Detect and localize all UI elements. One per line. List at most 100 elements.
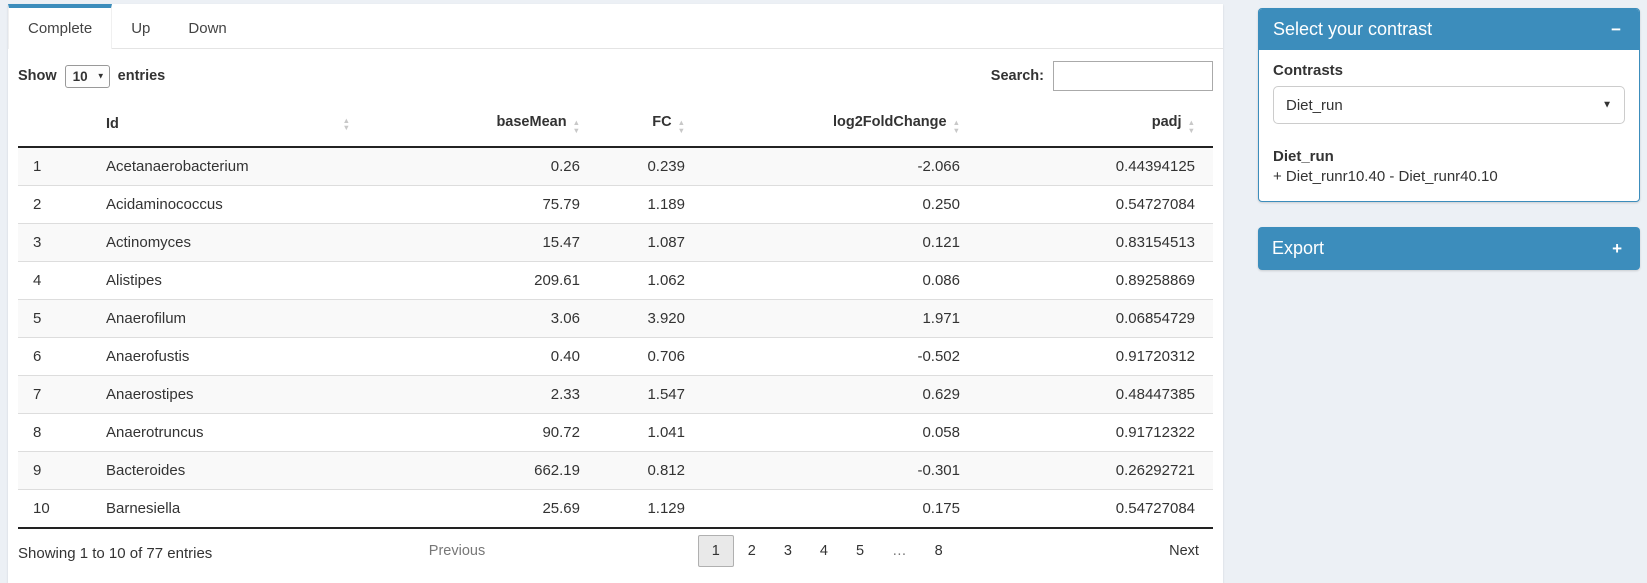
tab-up[interactable]: Up: [131, 20, 151, 37]
cell-row-index: 9: [33, 461, 42, 479]
table-row[interactable]: 10 Barnesiella 25.69 1.129 0.175 0.54727…: [18, 489, 1213, 528]
cell-log2foldchange: 0.121: [922, 233, 960, 251]
contrast-name: Diet_run: [1273, 148, 1334, 165]
expand-plus-icon[interactable]: +: [1612, 239, 1622, 258]
cell-row-index: 1: [33, 157, 42, 175]
pagination-next: Next: [1155, 536, 1213, 566]
table-row[interactable]: 8 Anaerotruncus 90.72 1.041 0.058 0.9171…: [18, 413, 1213, 451]
previous-page-button[interactable]: Previous: [428, 542, 486, 559]
sort-icon: ▲ ▼: [677, 118, 685, 135]
cell-fc: 3.920: [647, 309, 685, 327]
column-header-fc-label: FC: [652, 114, 672, 130]
table-row[interactable]: 7 Anaerostipes 2.33 1.547 0.629 0.484473…: [18, 375, 1213, 414]
table-row[interactable]: 3 Actinomyces 15.47 1.087 0.121 0.831545…: [18, 223, 1213, 262]
cell-padj: 0.44394125: [1115, 157, 1195, 175]
page-button[interactable]: 3: [783, 542, 792, 559]
cell-basemean: 3.06: [550, 309, 580, 327]
cell-padj: 0.26292721: [1115, 461, 1195, 479]
cell-row-index: 3: [33, 233, 42, 251]
cell-log2foldchange: 0.175: [922, 499, 960, 517]
column-header-id[interactable]: Id ▲ ▼: [98, 103, 408, 148]
entries-label: entries: [117, 68, 166, 84]
cell-log2foldchange: 0.086: [922, 271, 960, 289]
cell-fc: 1.547: [647, 385, 685, 403]
tab-down[interactable]: Down: [188, 20, 227, 37]
contrast-box: Select your contrast − Contrasts Diet_ru…: [1258, 8, 1640, 202]
cell-log2foldchange: 0.058: [922, 423, 960, 441]
sort-icon: ▲ ▼: [572, 118, 580, 135]
table-row[interactable]: 4 Alistipes 209.61 1.062 0.086 0.8925886…: [18, 261, 1213, 299]
right-sidebar: Select your contrast − Contrasts Diet_ru…: [1258, 8, 1640, 270]
cell-row-index: 7: [33, 385, 42, 403]
column-header-padj[interactable]: padj ▲ ▼: [978, 103, 1213, 148]
contrast-formula: + Diet_runr10.40 - Diet_runr40.10: [1273, 168, 1498, 185]
table-controls: Show 10 ▼ entries Search:: [18, 61, 1213, 91]
show-label: Show: [18, 68, 57, 84]
table-body: 1 Acetanaerobacterium 0.26 0.239 -2.066 …: [18, 146, 1213, 528]
column-header-id-label: Id: [106, 116, 119, 133]
page-button[interactable]: 5: [856, 542, 865, 559]
sort-icon: ▲ ▼: [952, 118, 960, 135]
cell-log2foldchange: 0.629: [922, 385, 960, 403]
tab-bar: Complete Up Down: [8, 4, 1223, 49]
page-button: …: [892, 542, 907, 559]
page-button[interactable]: 8: [934, 542, 943, 559]
cell-basemean: 90.72: [542, 423, 580, 441]
column-header-index: [18, 103, 98, 148]
export-box-header[interactable]: Export +: [1258, 227, 1640, 270]
cell-padj: 0.06854729: [1115, 309, 1195, 327]
cell-id: Acetanaerobacterium: [106, 157, 249, 175]
cell-padj: 0.89258869: [1115, 271, 1195, 289]
tab-complete[interactable]: Complete: [8, 4, 113, 49]
page-button[interactable]: 2: [747, 542, 756, 559]
cell-id: Anaerofustis: [106, 347, 190, 365]
column-header-log2foldchange[interactable]: log2FoldChange ▲ ▼: [703, 103, 978, 148]
entries-per-page-select-wrap: 10 ▼: [64, 64, 110, 88]
column-header-padj-label: padj: [1151, 114, 1182, 130]
cell-id: Anaerotruncus: [106, 423, 204, 441]
cell-basemean: 0.26: [550, 157, 580, 175]
collapse-minus-icon[interactable]: −: [1611, 20, 1621, 39]
table-row[interactable]: 6 Anaerofustis 0.40 0.706 -0.502 0.91720…: [18, 337, 1213, 375]
cell-row-index: 10: [33, 499, 50, 517]
contrast-select[interactable]: Diet_run: [1273, 86, 1625, 124]
table-row[interactable]: 1 Acetanaerobacterium 0.26 0.239 -2.066 …: [18, 146, 1213, 186]
cell-log2foldchange: -0.502: [917, 347, 960, 365]
cell-fc: 1.129: [647, 499, 685, 517]
contrasts-label: Contrasts: [1273, 62, 1344, 79]
cell-fc: 1.189: [647, 195, 685, 213]
sort-icon: ▲ ▼: [342, 115, 350, 133]
column-header-fc[interactable]: FC ▲ ▼: [598, 103, 703, 148]
tab-content-complete: Show 10 ▼ entries Search:: [8, 49, 1223, 583]
table-row[interactable]: 9 Bacteroides 662.19 0.812 -0.301 0.2629…: [18, 451, 1213, 490]
results-tab-panel: Complete Up Down Show 10 ▼ entries Searc…: [8, 4, 1223, 583]
contrast-box-header: Select your contrast −: [1259, 9, 1639, 50]
cell-id: Acidaminococcus: [106, 195, 223, 213]
cell-row-index: 6: [33, 347, 42, 365]
pagination-pages: 1 2 3 4 5 … 8: [697, 534, 957, 567]
cell-log2foldchange: 0.250: [922, 195, 960, 213]
search-input[interactable]: [1053, 61, 1213, 91]
pagination: Previous: [415, 536, 499, 566]
page-button[interactable]: 1: [697, 534, 734, 567]
cell-id: Anaerofilum: [106, 309, 187, 327]
column-header-basemean[interactable]: baseMean ▲ ▼: [408, 103, 598, 148]
cell-row-index: 8: [33, 423, 42, 441]
results-table: Id ▲ ▼ baseMean ▲ ▼ FC ▲ ▼ log2FoldChange ▲ ▼: [18, 103, 1213, 529]
entries-per-page-select[interactable]: 10: [64, 64, 110, 88]
cell-fc: 1.062: [647, 271, 685, 289]
cell-fc: 0.706: [647, 347, 685, 365]
cell-id: Barnesiella: [106, 499, 181, 517]
cell-log2foldchange: 1.971: [922, 309, 960, 327]
table-header-row: Id ▲ ▼ baseMean ▲ ▼ FC ▲ ▼ log2FoldChange ▲ ▼: [18, 103, 1213, 148]
table-row[interactable]: 5 Anaerofilum 3.06 3.920 1.971 0.0685472…: [18, 299, 1213, 338]
page-button[interactable]: 4: [819, 542, 828, 559]
cell-basemean: 75.79: [542, 195, 580, 213]
search-label: Search:: [990, 68, 1044, 84]
next-page-button[interactable]: Next: [1169, 542, 1199, 559]
cell-basemean: 0.40: [550, 347, 580, 365]
column-header-basemean-label: baseMean: [496, 114, 567, 130]
cell-fc: 1.087: [647, 233, 685, 251]
table-row[interactable]: 2 Acidaminococcus 75.79 1.189 0.250 0.54…: [18, 185, 1213, 223]
